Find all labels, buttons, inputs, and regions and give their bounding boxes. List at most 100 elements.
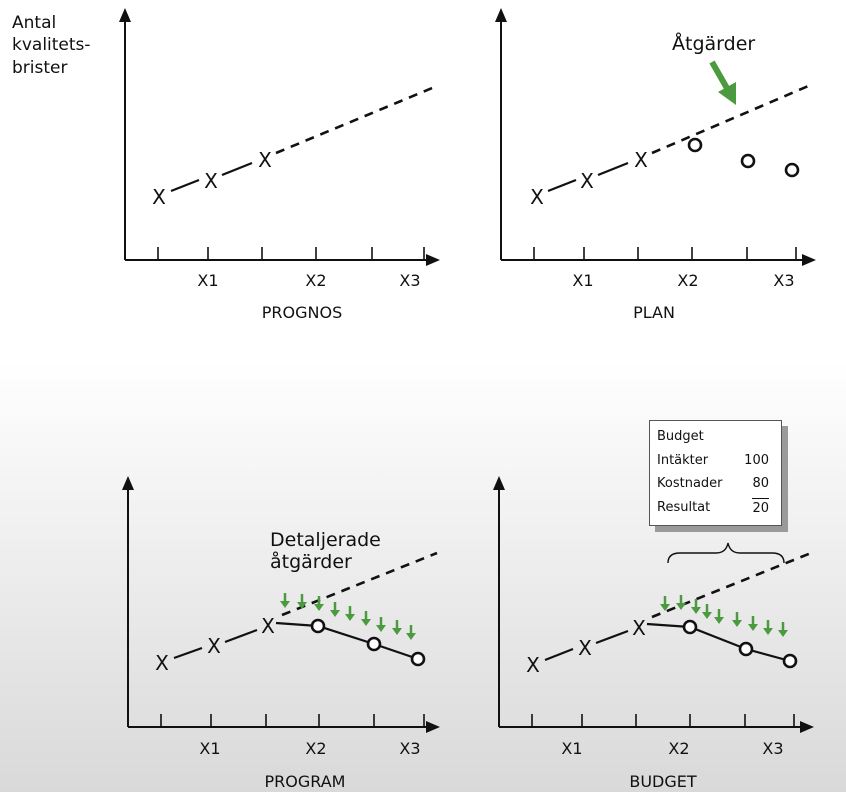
budget-row-label: Resultat [657, 499, 711, 515]
green-down-arrow-icon [376, 617, 386, 632]
x-tick-label-x2: X2 [305, 271, 326, 290]
data-point-x: X [207, 634, 221, 658]
green-down-arrow-icon [280, 593, 290, 608]
x-tick-label-x3: X3 [399, 271, 420, 290]
trend-segment [173, 646, 203, 660]
trend-segment [597, 161, 629, 177]
budget-row: Kostnader 80 [657, 474, 781, 498]
data-point-x: X [530, 185, 544, 209]
forecast-dashed-line [651, 551, 812, 619]
data-point-x: X [258, 148, 272, 172]
x-tick-label-x1: X1 [199, 739, 220, 758]
budget-box: Budget Intäkter 100 Kostnader 80 Resulta… [649, 420, 782, 526]
trend-segment [547, 178, 577, 193]
budget-row-value: 20 [752, 497, 769, 519]
y-axis-label-line-1: Antal [12, 13, 56, 33]
green-down-arrow-icon [330, 602, 340, 617]
planned-point-circle [740, 153, 756, 169]
y-axis-arrow-icon [119, 8, 131, 22]
green-down-arrow-icon [763, 620, 773, 635]
trend-segment [221, 161, 253, 177]
panel-plan: X1 X2 X3 PLAN X X X Åtgärder [495, 8, 816, 322]
x-tick-label-x1: X1 [197, 271, 218, 290]
forecast-dashed-line [275, 84, 438, 155]
data-point-x: X [152, 185, 166, 209]
panel-budget: X1 X2 X3 BUDGET X X X [493, 476, 814, 791]
y-axis-arrow-icon [493, 476, 505, 490]
budget-row-label: Kostnader [657, 476, 723, 491]
budget-line [646, 622, 791, 663]
budget-row-label: Intäkter [657, 452, 709, 468]
x-tick-label-x3: X3 [399, 739, 420, 758]
panel-title-program: PROGRAM [265, 772, 346, 791]
green-down-arrow-icon [297, 594, 307, 609]
data-point-x: X [526, 653, 540, 677]
trend-segment [544, 647, 574, 662]
green-down-arrow-icon [361, 611, 371, 626]
x-axis-arrow-icon [800, 721, 814, 733]
x-tick-label-x3: X3 [762, 739, 783, 758]
data-point-x: X [261, 614, 275, 638]
green-arrows-budget [660, 595, 788, 637]
budget-row-value: 80 [752, 476, 769, 491]
green-down-arrow-icon [702, 604, 712, 619]
annotation-line-2: åtgärder [270, 550, 352, 573]
x-axis-arrow-icon [802, 254, 816, 266]
data-point-x: X [634, 148, 648, 172]
y-axis-arrow-icon [495, 8, 507, 22]
program-line [275, 621, 419, 661]
forecast-dashed-line [651, 82, 814, 155]
program-point-circle [310, 618, 326, 634]
green-down-arrow-icon [714, 609, 724, 624]
y-axis-label-line-3: brister [12, 58, 67, 78]
x-tick-label-x2: X2 [305, 739, 326, 758]
green-down-arrow-icon [778, 622, 788, 637]
panel-title-plan: PLAN [633, 303, 675, 322]
x-axis-arrow-icon [426, 721, 440, 733]
green-down-arrow-icon [406, 625, 416, 640]
trend-segment [224, 628, 258, 644]
green-arrow-icon [709, 60, 736, 105]
annotation-atgarder: Åtgärder [672, 32, 755, 55]
green-down-arrow-icon [345, 606, 355, 621]
green-down-arrow-icon [660, 596, 670, 611]
green-down-arrow-icon [392, 620, 402, 635]
green-down-arrow-icon [748, 616, 758, 631]
x-tick-label-x3: X3 [773, 271, 794, 290]
x-axis-arrow-icon [426, 254, 440, 266]
program-point-circle [366, 636, 382, 652]
green-down-arrow-icon [732, 612, 742, 627]
x-tick-label-x1: X1 [572, 271, 593, 290]
panel-title-prognos: PROGNOS [262, 303, 342, 322]
budget-title: Budget [657, 429, 704, 444]
green-arrows-program [280, 593, 416, 640]
budget-point-circle [682, 619, 698, 635]
data-point-x: X [632, 616, 646, 640]
budget-point-circle [738, 641, 754, 657]
data-point-x: X [580, 169, 594, 193]
y-axis-arrow-icon [122, 476, 134, 490]
green-down-arrow-icon [691, 599, 701, 614]
forecast-dashed-line [281, 551, 438, 617]
budget-row-value: 100 [744, 452, 769, 468]
program-point-circle [410, 651, 426, 667]
curly-brace [667, 542, 785, 564]
panel-prognos: X1 X2 X3 PROGNOS X X X [119, 8, 440, 322]
panel-title-budget: BUDGET [629, 772, 697, 791]
planned-point-circle [687, 137, 703, 153]
budget-row: Resultat 20 [657, 497, 781, 522]
x-tick-label-x2: X2 [668, 739, 689, 758]
annotation-line-1: Detaljerade [270, 529, 381, 551]
planned-point-circle [784, 162, 800, 178]
data-point-x: X [204, 169, 218, 193]
budget-row: Intäkter 100 [657, 451, 781, 475]
green-down-arrow-icon [676, 595, 686, 610]
panel-program: X1 X2 X3 PROGRAM Detaljerade åtgärder X … [122, 476, 440, 791]
data-point-x: X [155, 651, 169, 675]
x-tick-label-x2: X2 [677, 271, 698, 290]
budget-title-row: Budget [657, 427, 781, 451]
green-down-arrow-icon [314, 596, 324, 611]
trend-segment [170, 178, 200, 193]
trend-segment [595, 629, 629, 645]
